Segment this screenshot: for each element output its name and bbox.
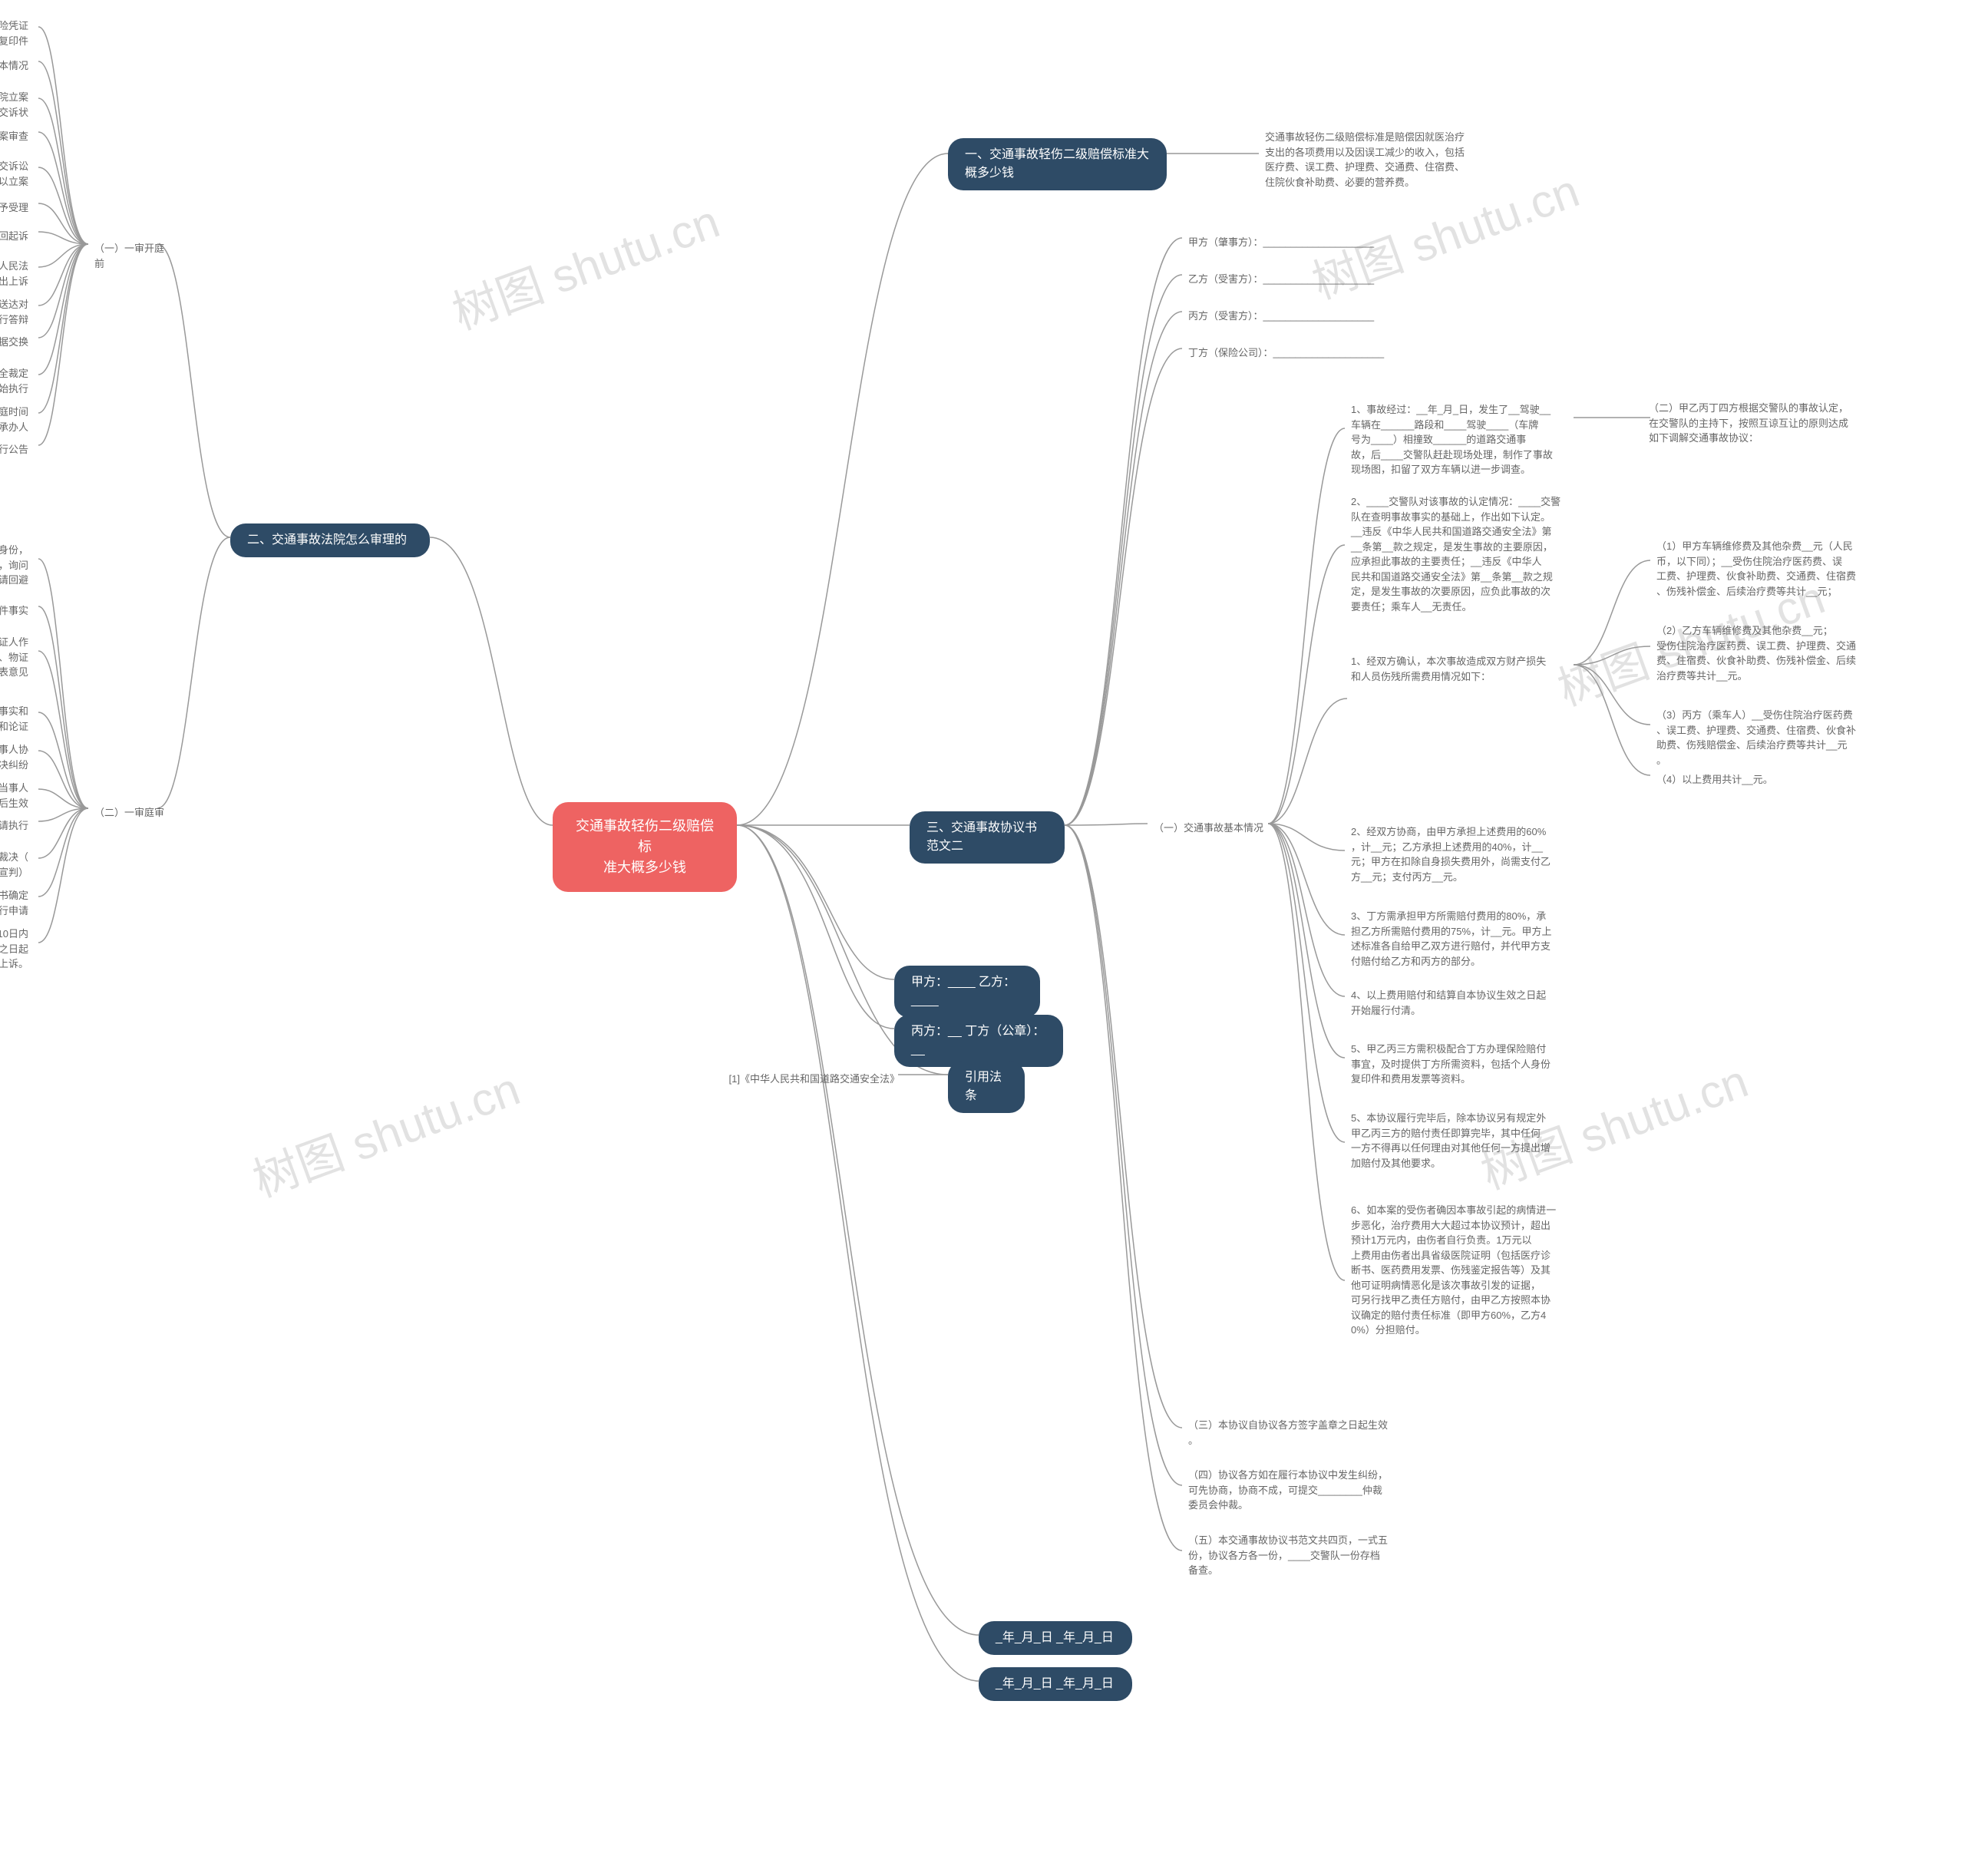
branch-date-2: _年_月_日 _年_月_日 (979, 1667, 1132, 1701)
sub-branch-trial: （二）一审庭审 (88, 802, 173, 824)
root-node: 交通事故轻伤二级赔偿标 准大概多少钱 (553, 802, 737, 892)
leaf-pretrial-11: 11、可根据当事人申请，做出财产保全裁定 ，并立即开始执行 (0, 363, 35, 399)
leaf-section-5: （五）本交通事故协议书范文共四页，一式五 份，协议各方各一份，____交警队一份… (1182, 1530, 1420, 1581)
leaf-settlement-5b: 5、本协议履行完毕后，除本协议另有规定外 甲乙丙三方的赔付责任即算完毕，其中任何… (1345, 1108, 1583, 1174)
leaf-settlement-4: 4、以上费用赔付和结算自本协议生效之日起 开始履行付清。 (1345, 985, 1583, 1021)
leaf-section-3: （三）本协议自协议各方签字盖章之日起生效 。 (1182, 1415, 1420, 1451)
leaf-trial-3: 3、举证质证：告知证人的权利义务，证人作 证，宣读未到庭的证人证言，出示书证、物… (0, 632, 35, 683)
branch-sign-1: 甲方：____ 乙方：____ (894, 966, 1040, 1018)
leaf-accident-2: 2、____交警队对该事故的认定情况：____交警 队在查明事故事实的基础上，作… (1345, 491, 1583, 617)
leaf-pretrial-1: 1、向交警队调取驾驶证、行驶证、保险凭证 复印件 (0, 15, 35, 51)
leaf-cost-4: （4）以上费用共计__元。 (1650, 769, 1888, 791)
sub-branch-accident-basic: （一）交通事故基本情况 (1148, 817, 1270, 839)
leaf-standard-detail: 交通事故轻伤二级赔偿标准是赔偿因就医治疗 支出的各项费用以及因误工减少的收入，包… (1259, 127, 1504, 193)
leaf-pretrial-9: 9、受理后，法院5日内将起诉状副本送达对 方当事人，对方当事人15日内进行答辩 (0, 294, 35, 330)
leaf-trial-8: 8、未达成调解协议，合议庭合议作出裁决（ 宣判） (0, 847, 35, 883)
leaf-trial-4: 4、法庭辩论：各方当事人就有争议的事实和 法律问题，进行辩驳和论证 (0, 701, 35, 737)
sub-branch-pretrial: （一）一审开庭前 (88, 238, 173, 274)
branch-citation: 引用法条 (948, 1061, 1025, 1113)
leaf-settlement-6: 6、如本案的受伤者确因本事故引起的病情进一 步恶化，治疗费用大大超过本协议预计，… (1345, 1200, 1583, 1341)
leaf-trial-9: 9、同意判决，当事人自动履行裁判文书确定 的义务或向我院告诉庭提出执行申请 (0, 885, 35, 921)
leaf-trial-5: 5、法庭调解：在法庭主持下，双方当事人协 议解决纠纷 (0, 739, 35, 775)
leaf-settlement-2: 2、经双方协商，由甲方承担上述费用的60% ，计__元；乙方承担上述费用的40%… (1345, 821, 1583, 887)
leaf-party-d: 丁方（保险公司）：____________________ (1182, 342, 1443, 364)
leaf-trial-6: 6、达成调解协议，制作调解书，双方当事人 签收后生效 (0, 778, 35, 814)
leaf-trial-10: 10、不同意裁判，裁定：送达之日起10日内 向上级人民法院提出上诉；判决：送达之… (0, 923, 35, 975)
leaf-cost-3: （3）丙方（乘车人）__受伤住院治疗医药费 、误工费、护理费、交通费、住宿费、伙… (1650, 705, 1888, 771)
leaf-settlement-header: （二）甲乙丙丁四方根据交警队的事故认定， 在交警队的主持下，按照互谅互让的原则达… (1643, 398, 1881, 449)
leaf-party-c: 丙方（受害方）：____________________ (1182, 306, 1443, 327)
leaf-pretrial-13: 13、公开审理的案件提前3日进行公告 (0, 439, 35, 461)
leaf-party-b: 乙方（受害方）：____________________ (1182, 269, 1443, 290)
connectors-layer (0, 0, 1965, 1876)
watermark: 树图 shutu.cn (243, 1052, 527, 1210)
leaf-settlement-5a: 5、甲乙丙三方需积极配合丁方办理保险赔付 事宜，及时提供丁方所需资料，包括个人身… (1345, 1039, 1583, 1090)
leaf-settlement-1: 1、经双方确认，本次事故造成双方财产损失 和人员伤残所需费用情况如下： (1345, 651, 1583, 687)
leaf-pretrial-8: 8、对法院裁定不服的，10日内向上级人民法 院提出上诉 (0, 256, 35, 292)
leaf-section-4: （四）协议各方如在履行本协议中发生纠纷， 可先协商，协商不成，可提交______… (1182, 1465, 1420, 1516)
leaf-pretrial-12: 12、排期开庭，提前3日通知当事人开庭时间 、地点、承办人 (0, 401, 35, 438)
leaf-trial-7: 7、当事人履行调解书内容或申请执行 (0, 815, 35, 837)
leaf-pretrial-2: 2、到工商局调取单位的基本情况 (0, 55, 35, 77)
watermark: 树图 shutu.cn (442, 184, 727, 342)
leaf-pretrial-6: 6、不符合立案条件，裁定不予受理 (0, 197, 35, 219)
leaf-pretrial-5: 5、符合立案条件，通知当事人7日内交诉讼 费，交费后予以立案 (0, 156, 35, 192)
leaf-trial-2: 2、法庭调查：当事人陈述案件事实 (0, 600, 35, 622)
leaf-settlement-3: 3、丁方需承担甲方所需赔付费用的80%，承 担乙方所需赔付费用的75%，计__元… (1345, 906, 1583, 972)
branch-agreement: 三、交通事故协议书范文二 (910, 811, 1065, 864)
leaf-cost-1: （1）甲方车辆维修费及其他杂费__元（人民 币，以下同）；__受伤住院治疗医药费… (1650, 536, 1888, 602)
branch-court-process: 二、交通事故法院怎么审理的 (230, 523, 430, 557)
branch-date-1: _年_月_日 _年_月_日 (979, 1621, 1132, 1655)
leaf-party-a: 甲方（肇事方）：____________________ (1182, 232, 1443, 253)
leaf-pretrial-10: 10、通知当事人进行证据交换 (0, 332, 35, 353)
leaf-citation-1: [1]《中华人民共和国道路交通安全法》 (722, 1068, 906, 1090)
leaf-pretrial-3: 3、准备民事起诉状，向有管辖权的法院立案 庭递交诉状 (0, 87, 35, 123)
leaf-trial-1: 1、开庭审理，宣布开庭，核对当事人身份， 宣布合议庭成员，告知当事人权利义务，询… (0, 540, 35, 591)
branch-sign-2: 丙方：__ 丁方（公章）：__ (894, 1015, 1063, 1067)
branch-compensation-standard: 一、交通事故轻伤二级赔偿标准大 概多少钱 (948, 138, 1167, 190)
leaf-accident-1: 1、事故经过：__年_月_日，发生了__驾驶__ 车辆在______路段和___… (1345, 399, 1583, 481)
leaf-pretrial-7: 7、裁定驳回起诉 (0, 226, 35, 247)
leaf-pretrial-4: 4、法院立案审查 (0, 126, 35, 147)
leaf-cost-2: （2）乙方车辆维修费及其他杂费__元； 受伤住院治疗医药费、误工费、护理费、交通… (1650, 620, 1888, 686)
